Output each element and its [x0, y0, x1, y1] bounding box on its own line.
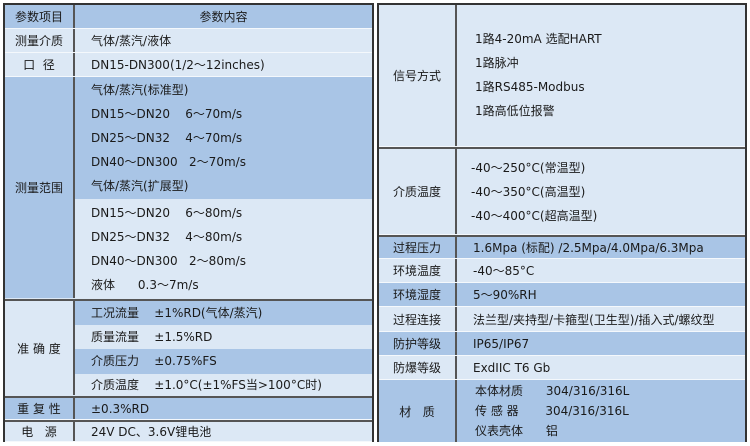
accuracy-line: 介质温度 ±1.0°C(±1%FS当>100°C时) [91, 378, 322, 392]
row-label: 过程连接 [379, 307, 457, 331]
row-label: 测量介质 [5, 29, 75, 52]
range-line: DN15～DN20 6～80m/s [91, 206, 243, 220]
material-line: 传 感 器 304/316/316L [475, 404, 629, 418]
row-medium: 测量介质 气体/蒸汽/液体 [5, 29, 372, 53]
range-line: DN40～DN300 2～70m/s [91, 155, 246, 169]
range-line: DN25～DN32 4～70m/s [91, 131, 243, 145]
row-medium-temp: 介质温度 -40～250°C(常温型) -40～350°C(高温型) -40～4… [379, 147, 745, 235]
temp-line: -40～250°C(常温型) [471, 160, 586, 175]
material-line: 仪表壳体 铝 [475, 424, 558, 438]
row-process-connection: 过程连接 法兰型/夹持型/卡箍型(卫生型)/插入式/螺纹型 [379, 307, 745, 332]
range-line: 气体/蒸汽(标准型) [91, 83, 189, 97]
row-label: 准 确 度 [5, 301, 75, 395]
row-value: IP65/IP67 [473, 336, 530, 351]
row-explosion-proof: 防爆等级 ExdIIC T6 Gb [379, 356, 745, 380]
row-value: 气体/蒸汽/液体 [91, 34, 172, 48]
accuracy-line: 工况流量 ±1%RD(气体/蒸汽) [91, 306, 263, 320]
range-lines: 气体/蒸汽(标准型) DN15～DN20 6～70m/s DN25～DN32 4… [91, 77, 372, 298]
row-label: 信号方式 [379, 5, 457, 146]
row-value: 法兰型/夹持型/卡箍型(卫生型)/插入式/螺纹型 [473, 312, 715, 327]
signal-line: 1路高低位报警 [475, 104, 555, 118]
signal-line: 1路RS485-Modbus [475, 80, 585, 94]
row-label: 环境湿度 [379, 283, 457, 306]
row-material: 材 质 本体材质 304/316/316L 传 感 器 304/316/316L… [379, 380, 745, 442]
range-line: 液体 0.3～7m/s [91, 278, 199, 292]
row-label: 口 径 [5, 53, 75, 76]
accuracy-line: 介质压力 ±0.75%FS [91, 354, 217, 368]
row-ambient-temp: 环境温度 -40～85°C [379, 259, 745, 283]
row-ambient-humidity: 环境湿度 5～90%RH [379, 283, 745, 307]
row-value: DN15-DN300(1/2～12inches) [91, 58, 265, 72]
row-label: 介质温度 [379, 149, 457, 234]
temp-line: -40～350°C(高温型) [471, 184, 586, 199]
header-content-text: 参数内容 [199, 10, 248, 24]
row-range: 测量范围 气体/蒸汽(标准型) DN15～DN20 6～70m/s DN25～D… [5, 77, 372, 299]
row-signal: 信号方式 1路4-20mA 选配HART 1路脉冲 1路RS485-Modbus… [379, 5, 745, 147]
row-value: ±0.3%RD [91, 401, 150, 416]
row-protection: 防护等级 IP65/IP67 [379, 332, 745, 356]
left-spec-table: 参数项目 参数内容 测量介质 气体/蒸汽/液体 口 径 DN15-DN300(1… [3, 3, 374, 442]
row-label: 测量范围 [5, 77, 75, 298]
header-label: 参数项目 [5, 5, 75, 28]
right-spec-table: 信号方式 1路4-20mA 选配HART 1路脉冲 1路RS485-Modbus… [377, 3, 747, 442]
range-line: DN15～DN20 6～70m/s [91, 107, 243, 121]
row-value: 1.6Mpa (标配) /2.5Mpa/4.0Mpa/6.3Mpa [473, 241, 704, 255]
row-value: 5～90%RH [473, 288, 537, 302]
row-label: 电 源 [5, 422, 75, 441]
row-label: 重 复 性 [5, 398, 75, 419]
row-power: 电 源 24V DC、3.6V锂电池 [5, 420, 372, 442]
row-repeat: 重 复 性 ±0.3%RD [5, 396, 372, 420]
row-label: 材 质 [379, 380, 457, 442]
row-label: 环境温度 [379, 259, 457, 282]
signal-line: 1路4-20mA 选配HART [475, 32, 602, 46]
row-bore: 口 径 DN15-DN300(1/2～12inches) [5, 53, 372, 77]
range-line: DN25～DN32 4～80m/s [91, 230, 243, 244]
row-process-pressure: 过程压力 1.6Mpa (标配) /2.5Mpa/4.0Mpa/6.3Mpa [379, 235, 745, 259]
accuracy-line: 质量流量 ±1.5%RD [91, 330, 213, 344]
header-content: 参数内容 [75, 5, 372, 28]
row-value: 24V DC、3.6V锂电池 [91, 425, 212, 439]
range-line: DN40～DN300 2～80m/s [91, 254, 246, 268]
material-line: 本体材质 304/316/316L [475, 384, 630, 398]
row-accuracy: 准 确 度 工况流量 ±1%RD(气体/蒸汽) 质量流量 ±1.5%RD 介质压… [5, 299, 372, 398]
range-line: 气体/蒸汽(扩展型) [91, 179, 189, 193]
signal-line: 1路脉冲 [475, 56, 519, 70]
row-value: -40～85°C [473, 264, 535, 278]
row-value: ExdIIC T6 Gb [473, 360, 551, 375]
row-label: 防爆等级 [379, 356, 457, 379]
row-label: 防护等级 [379, 332, 457, 355]
temp-line: -40～400°C(超高温型) [471, 208, 598, 223]
row-label: 过程压力 [379, 237, 457, 258]
header-row: 参数项目 参数内容 [5, 5, 372, 29]
